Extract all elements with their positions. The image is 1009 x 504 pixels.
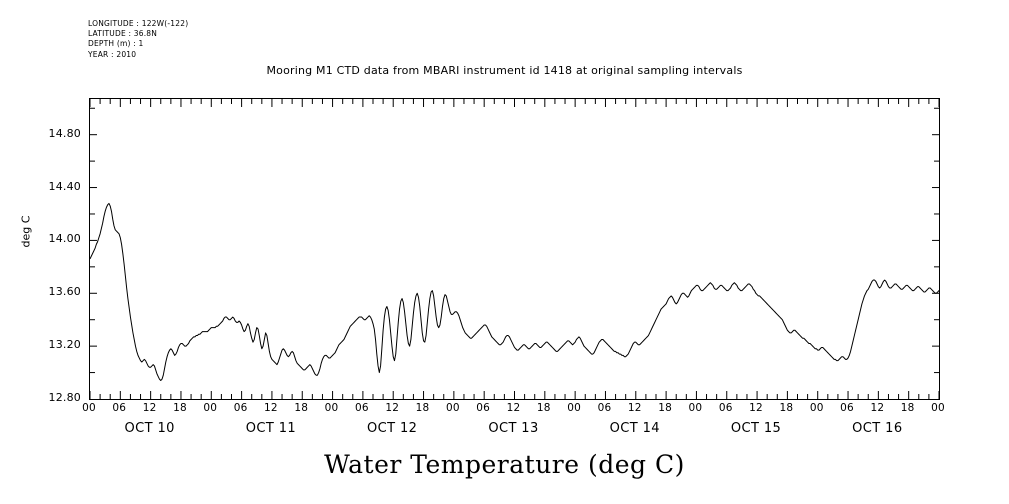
y-axis-tick-label: 14.00 xyxy=(48,232,81,246)
x-axis-tick-label: 12 xyxy=(870,402,885,414)
axis-ticks xyxy=(90,99,939,399)
x-axis-tick-label: 00 xyxy=(203,402,218,414)
x-axis-tick-label: 06 xyxy=(718,402,733,414)
metadata-latitude: LATITUDE : 36.8N xyxy=(88,29,158,39)
x-axis-day-label: OCT 15 xyxy=(730,421,782,436)
x-axis-day-label: OCT 11 xyxy=(245,421,297,436)
x-axis-tick-label: 12 xyxy=(142,402,157,414)
x-axis-tick-label: 18 xyxy=(536,402,551,414)
x-axis-tick-label: 00 xyxy=(809,402,824,414)
x-axis-tick-label: 06 xyxy=(112,402,127,414)
x-axis-day-label: OCT 16 xyxy=(852,421,903,436)
y-axis-tick-label: 14.40 xyxy=(48,179,81,193)
x-axis-tick-label: 00 xyxy=(688,402,703,414)
station-metadata: LONGITUDE : 122W(-122) LATITUDE : 36.8N … xyxy=(88,19,188,60)
x-axis-tick-label: 00 xyxy=(324,402,339,414)
x-axis-tick-label: 18 xyxy=(658,402,672,414)
metadata-longitude: LONGITUDE : 122W(-122) xyxy=(88,19,189,28)
x-axis-tick-label: 06 xyxy=(476,402,491,414)
timeseries-svg xyxy=(90,99,939,399)
metadata-year: YEAR : 2010 xyxy=(88,49,137,59)
x-axis-tick-label: 12 xyxy=(627,402,642,414)
x-axis-tick-label: 12 xyxy=(749,402,763,414)
x-axis-tick-label: 18 xyxy=(294,402,309,414)
x-axis-tick-label: 18 xyxy=(900,402,915,414)
x-axis-tick-label: 06 xyxy=(597,402,612,414)
x-axis-day-label: OCT 14 xyxy=(609,421,660,436)
x-axis-tick-label: 06 xyxy=(233,402,248,414)
chart-title: Mooring M1 CTD data from MBARI instrumen… xyxy=(266,64,743,77)
x-axis-tick-label: 00 xyxy=(931,402,945,414)
x-axis-title: Water Temperature (deg C) xyxy=(324,450,685,479)
y-axis-tick-label: 13.60 xyxy=(48,285,81,299)
x-axis-day-label: OCT 10 xyxy=(124,421,175,436)
x-axis-day-label: OCT 13 xyxy=(488,421,539,436)
x-axis-tick-label: 18 xyxy=(779,402,794,414)
temperature-line xyxy=(90,202,939,381)
x-axis-tick-label: 12 xyxy=(385,402,400,414)
y-axis-tick-label: 12.80 xyxy=(48,391,81,404)
x-axis-tick-label: 12 xyxy=(264,402,278,414)
x-axis-day-label: OCT 12 xyxy=(367,421,418,436)
x-axis-tick-label: 06 xyxy=(840,402,854,414)
x-axis-tick-label: 18 xyxy=(173,402,187,414)
plot-area xyxy=(89,98,940,400)
y-axis-tick-label: 13.20 xyxy=(48,338,81,352)
x-axis-tick-label: 00 xyxy=(82,402,96,414)
x-axis-tick-label: 00 xyxy=(445,402,460,414)
x-axis-tick-label: 00 xyxy=(567,402,582,414)
x-axis-tick-label: 12 xyxy=(506,402,521,414)
x-axis-tick-label: 06 xyxy=(355,402,369,414)
metadata-depth: DEPTH (m) : 1 xyxy=(88,39,144,49)
x-axis-tick-label: 18 xyxy=(415,402,430,414)
y-axis-tick-label: 14.80 xyxy=(48,126,81,140)
